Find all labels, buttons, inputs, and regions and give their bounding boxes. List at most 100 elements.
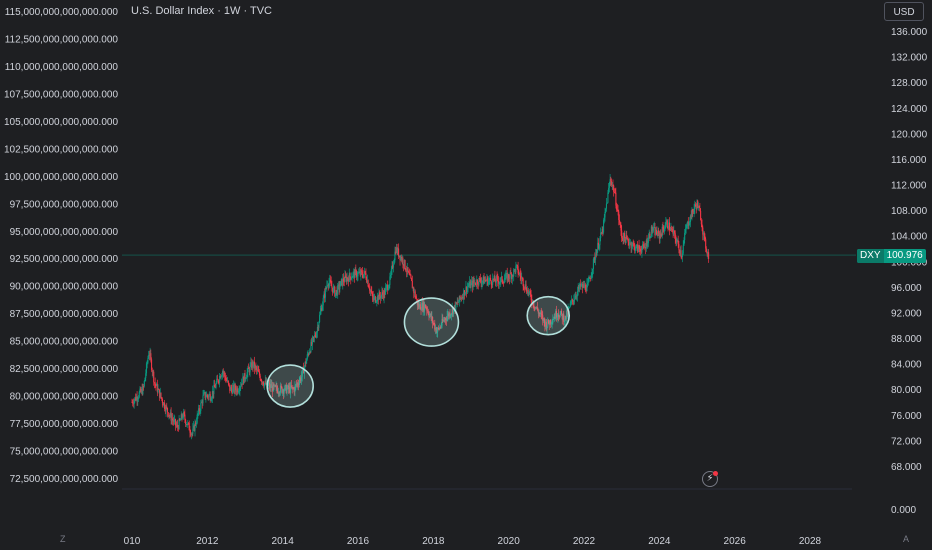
candle-body — [237, 391, 240, 393]
candle-body — [234, 385, 236, 392]
candle-body — [385, 286, 387, 289]
candle-body — [280, 385, 282, 387]
candle-body — [612, 185, 614, 186]
candle-body — [244, 373, 246, 379]
candle-body — [369, 290, 371, 291]
candle-body — [401, 258, 403, 261]
candle-body — [588, 277, 590, 282]
candle-body — [260, 379, 262, 381]
candle-body — [361, 271, 363, 276]
candle-body — [300, 377, 302, 381]
candle-body — [439, 326, 441, 329]
candle-body — [697, 200, 699, 209]
candle-body — [530, 294, 532, 301]
candle-body — [610, 181, 613, 186]
lightning-icon[interactable]: ⚡ — [702, 471, 718, 487]
currency-button[interactable]: USD — [884, 2, 924, 21]
candle-body — [692, 209, 694, 212]
candle-body — [508, 274, 510, 278]
candle-body — [138, 392, 140, 398]
candle-body — [446, 316, 448, 321]
candle-body — [320, 308, 322, 312]
time-axis-tick: 2014 — [272, 536, 295, 547]
candle-body — [616, 205, 618, 210]
auto-scale-icon[interactable]: A — [903, 534, 910, 544]
candle-body — [695, 204, 697, 207]
candle-body — [430, 313, 432, 319]
candle-body — [155, 384, 157, 387]
candle-body — [271, 385, 273, 388]
candle-body — [466, 286, 468, 292]
candle-body — [674, 233, 676, 239]
candle-body — [252, 361, 254, 367]
candle-body — [692, 211, 694, 213]
candle-body — [482, 280, 484, 282]
candle-body — [211, 391, 213, 399]
candle-body — [326, 285, 328, 289]
candle-body — [684, 232, 686, 240]
candle-body — [198, 408, 200, 415]
candle-body — [317, 327, 319, 328]
candle-body — [261, 381, 263, 383]
candle-body — [545, 321, 547, 327]
candle-body — [558, 316, 560, 318]
candle-body — [164, 402, 166, 409]
candle-body — [287, 385, 289, 389]
candle-body — [587, 282, 589, 284]
candle-body — [456, 302, 458, 304]
candle-body — [172, 418, 174, 421]
candle-body — [433, 323, 435, 325]
candle-body — [147, 358, 149, 363]
candle-body — [383, 290, 385, 299]
candle-body — [631, 243, 634, 247]
candle-body — [578, 286, 580, 289]
candle-body — [553, 316, 555, 320]
candle-body — [697, 205, 699, 209]
candle-body — [660, 233, 662, 235]
candle-body — [688, 224, 690, 227]
candle-body — [358, 272, 360, 274]
candle-body — [604, 211, 606, 218]
candle-body — [311, 337, 313, 345]
candle-body — [377, 295, 379, 302]
candle-body — [503, 279, 505, 283]
candle-body — [282, 390, 284, 393]
candle-body — [185, 424, 187, 425]
candle-body — [544, 321, 546, 327]
candle-body — [556, 317, 558, 318]
candle-body — [575, 296, 577, 298]
candle-body — [400, 256, 402, 261]
candle-body — [654, 227, 656, 236]
notification-dot — [713, 471, 718, 476]
candle-body — [603, 217, 605, 221]
candle-body — [615, 192, 617, 206]
candle-body — [592, 258, 594, 270]
candle-body — [349, 273, 351, 277]
candle-body — [466, 286, 468, 292]
candle-body — [447, 313, 449, 317]
candle-body — [392, 265, 394, 268]
candle-body — [455, 302, 458, 304]
candle-body — [512, 275, 514, 277]
candle-body — [418, 303, 420, 308]
candle-body — [639, 248, 642, 252]
candle-body — [269, 383, 271, 388]
candle-body — [584, 284, 586, 291]
candle-body — [558, 314, 560, 317]
candle-body — [574, 299, 576, 300]
candle-body — [458, 295, 460, 302]
candle-body — [675, 238, 677, 243]
candle-body — [186, 424, 188, 425]
right-axis-tick: 136.000 — [891, 27, 928, 38]
candle-body — [679, 249, 681, 253]
candle-body — [328, 282, 330, 286]
candle-body — [621, 230, 623, 238]
candle-body — [198, 408, 200, 412]
candle-body — [708, 252, 710, 259]
candle-body — [245, 378, 247, 380]
zoom-icon[interactable]: Z — [60, 534, 66, 544]
candle-body — [271, 385, 274, 392]
candle-body — [245, 377, 247, 379]
